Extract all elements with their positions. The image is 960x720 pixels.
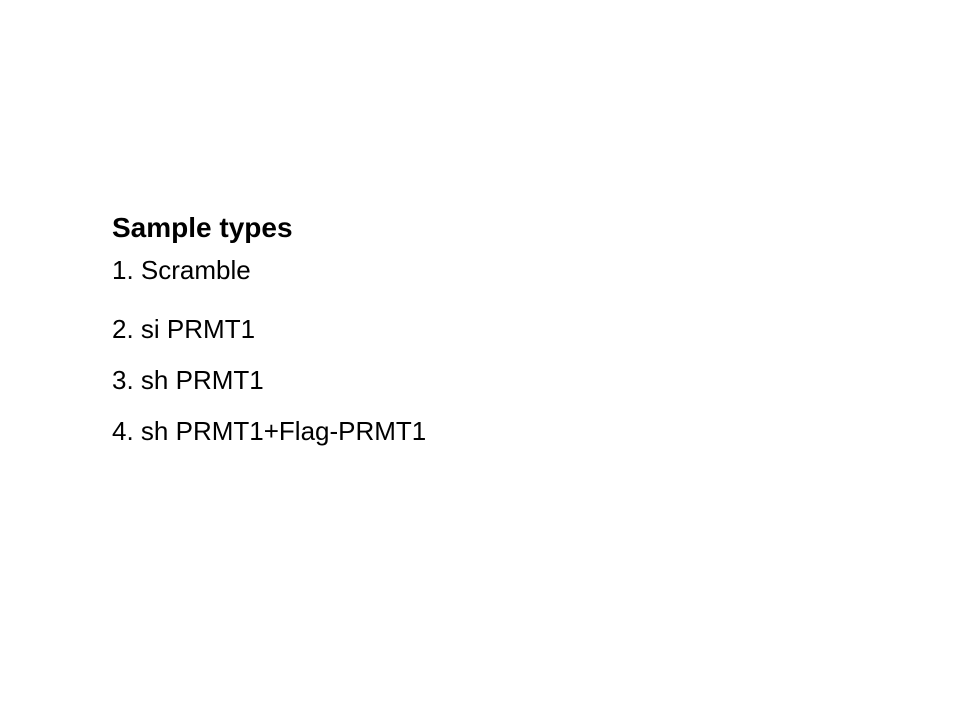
sample-number: 4. [112, 416, 134, 446]
sample-label: sh PRMT1+Flag-PRMT1 [140, 416, 427, 446]
sample-item: 2. si PRMT1 [112, 304, 426, 355]
sample-item: 4. sh PRMT1+Flag-PRMT1 [112, 406, 426, 457]
sample-number: 3. [112, 365, 134, 395]
sample-label: sh PRMT1 [140, 365, 264, 395]
sample-item: 3. sh PRMT1 [112, 355, 426, 406]
sample-label: Scramble [140, 255, 251, 285]
sample-number: 1. [112, 255, 134, 285]
sample-number: 2. [112, 314, 134, 344]
sample-label: si PRMT1 [140, 314, 256, 344]
sample-item: 1. Scramble [112, 253, 426, 287]
sample-types-heading: Sample types [112, 212, 293, 243]
sample-list: 1. Scramble 2. si PRMT1 3. sh PRMT1 4. s… [112, 253, 426, 457]
slide-content: Sample types 1. Scramble 2. si PRMT1 3. … [112, 209, 426, 457]
